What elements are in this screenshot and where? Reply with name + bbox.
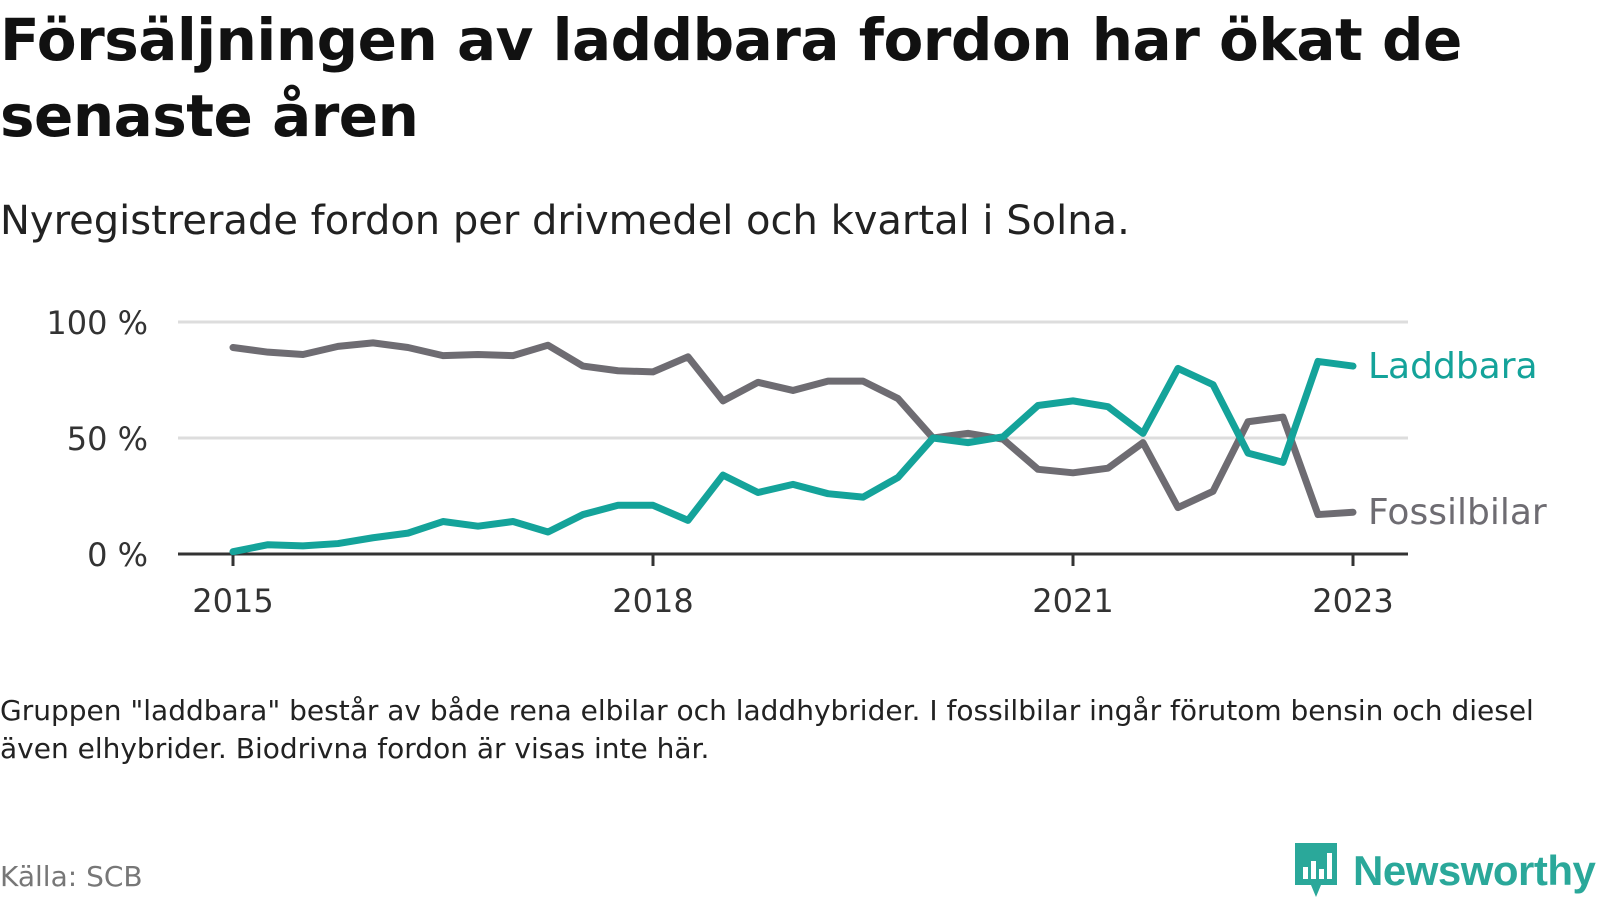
x-axis-ticks: 2015 2018 2021 2023 <box>192 554 1394 620</box>
series-line-fossilbilar <box>229 339 1357 519</box>
x-tick-label: 2023 <box>1312 582 1393 620</box>
series-labels: Laddbara Fossilbilar <box>1368 346 1547 533</box>
newsworthy-logo: Newsworthy <box>1291 841 1596 901</box>
x-tick-label: 2018 <box>612 582 693 620</box>
x-tick-label: 2015 <box>192 582 273 620</box>
source-label: Källa: SCB <box>0 860 143 893</box>
y-axis-tick-labels: 0 % 50 % 100 % <box>46 304 148 574</box>
newsworthy-icon <box>1295 843 1337 897</box>
line-chart: 0 % 50 % 100 % 2015 2018 2021 2023 Laddbara Fo… <box>46 304 1547 620</box>
chart-subtitle: Nyregistrerade fordon per drivmedel och … <box>0 198 1130 244</box>
series-label-laddbara: Laddbara <box>1368 346 1538 387</box>
gridlines <box>178 320 1408 556</box>
series-lines <box>229 339 1357 556</box>
brand-name: Newsworthy <box>1353 847 1596 894</box>
y-tick-label: 100 % <box>46 304 148 342</box>
chart-footnote: Gruppen "laddbara" består av både rena e… <box>0 694 1534 765</box>
x-tick-label: 2021 <box>1032 582 1113 620</box>
y-tick-label: 50 % <box>67 420 148 458</box>
series-label-fossilbilar: Fossilbilar <box>1368 492 1547 533</box>
series-line-laddbara <box>229 357 1357 556</box>
y-tick-label: 0 % <box>87 536 148 574</box>
chart-title: Försäljningen av laddbara fordon har öka… <box>0 6 1462 150</box>
